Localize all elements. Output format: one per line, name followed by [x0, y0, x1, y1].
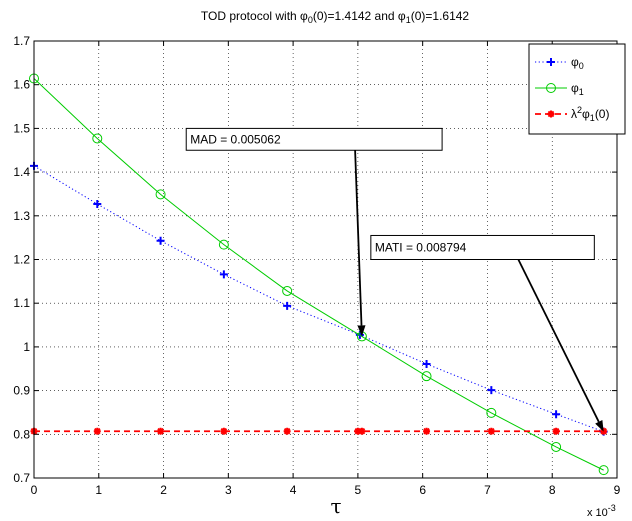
y-tick-label: 1.5 [13, 121, 30, 135]
data-point-phi1 [155, 189, 166, 200]
series-line-phi0 [33, 165, 604, 433]
x-tick-labels: 0 1 2 3 4 5 6 7 8 9 [31, 483, 621, 497]
y-tick-labels: 0.7 0.8 0.9 1 1.1 1.2 1.3 1.4 1.5 1.6 1.7 [13, 34, 30, 485]
y-tick-label: 1 [23, 340, 30, 354]
series-phi1 [29, 73, 609, 476]
data-point-lambda2phi1 [220, 427, 228, 435]
x-tick-label: 2 [160, 483, 167, 497]
y-tick-label: 1.3 [13, 209, 30, 223]
annotation-mati: MATI = 0.008794 [370, 234, 604, 432]
x-tick-label: 4 [290, 483, 297, 497]
data-point-phi1 [421, 371, 432, 382]
data-point-phi1 [282, 285, 293, 296]
annotation-mad: MAD = 0.005062 [185, 127, 443, 337]
data-point-phi0 [219, 270, 228, 279]
y-tick-label: 1.7 [13, 34, 30, 48]
y-tick-label: 1.2 [13, 253, 30, 267]
axis-ticks [33, 40, 618, 479]
annotation-text-mati: MATI = 0.008794 [375, 240, 467, 254]
data-point-lambda2phi1 [552, 427, 560, 435]
x-tick-label: 5 [355, 483, 362, 497]
legend-entry-phi1: φ1 [535, 81, 584, 97]
x-tick-label: 3 [225, 483, 232, 497]
data-point-lambda2phi1 [600, 427, 608, 435]
data-point-phi1 [92, 133, 103, 144]
legend-entry-lambda2phi1: λ2φ1(0) [535, 105, 609, 123]
annotation-arrowhead-mad [357, 325, 366, 337]
legend: φ0 φ1 λ2φ1(0) [528, 43, 626, 135]
x-axis-exponent: x 10-3 [587, 503, 616, 519]
legend-entry-phi0: φ0 [535, 55, 584, 71]
x-tick-label: 8 [549, 483, 556, 497]
annotation-text-mad: MAD = 0.005062 [190, 132, 281, 146]
legend-label-phi1: φ1 [571, 81, 584, 97]
legend-label-phi0: φ0 [571, 55, 584, 71]
data-point-phi1 [218, 239, 229, 250]
data-point-lambda2phi1 [423, 427, 431, 435]
y-tick-label: 0.7 [13, 471, 30, 485]
data-point-phi0 [283, 301, 292, 310]
legend-label-lambda2phi1: λ2φ1(0) [571, 105, 609, 123]
data-point-lambda2phi1 [283, 427, 291, 435]
data-point-phi0 [93, 200, 102, 209]
y-tick-label: 0.8 [13, 427, 30, 441]
x-tick-label: 1 [95, 483, 102, 497]
legend-box [528, 43, 626, 135]
y-tick-label: 0.9 [13, 384, 30, 398]
data-point-phi0 [156, 236, 165, 245]
data-point-phi1 [486, 407, 497, 418]
annotation-box-mati [370, 234, 595, 260]
data-point-phi1 [551, 441, 562, 452]
annotation-arrow-mad [354, 150, 363, 326]
x-axis-label: τ [330, 494, 341, 518]
legend-marker-lambda2phi1 [547, 110, 555, 118]
x-tick-label: 9 [614, 483, 621, 497]
annotation-box-mad [185, 127, 443, 151]
data-point-phi0 [422, 359, 431, 368]
legend-marker-phi0 [547, 58, 555, 66]
x-tick-label: 0 [31, 483, 38, 497]
data-point-phi0 [552, 410, 561, 419]
annotation-arrow-mati [517, 259, 600, 423]
x-tick-label: 6 [419, 483, 426, 497]
data-point-lambda2phi1 [358, 427, 366, 435]
data-point-lambda2phi1 [487, 427, 495, 435]
y-tick-label: 1.4 [13, 165, 30, 179]
data-point-phi0 [487, 386, 496, 395]
series-line-phi1 [33, 78, 604, 471]
annotation-arrowhead-mati [595, 420, 604, 432]
data-point-lambda2phi1 [354, 427, 362, 435]
annotations: MAD = 0.005062 MATI = 0.008794 [185, 127, 604, 432]
data-point-lambda2phi1 [157, 427, 165, 435]
series-layer [29, 73, 609, 476]
x-tick-label: 7 [484, 483, 491, 497]
data-point-phi1 [598, 465, 609, 476]
data-point-lambda2phi1 [93, 427, 101, 435]
chart-title: TOD protocol with φ0(0)=1.4142 and φ1(0)… [201, 9, 470, 25]
y-tick-label: 1.1 [13, 296, 30, 310]
y-tick-label: 1.6 [13, 78, 30, 92]
legend-marker-phi1 [546, 83, 556, 93]
